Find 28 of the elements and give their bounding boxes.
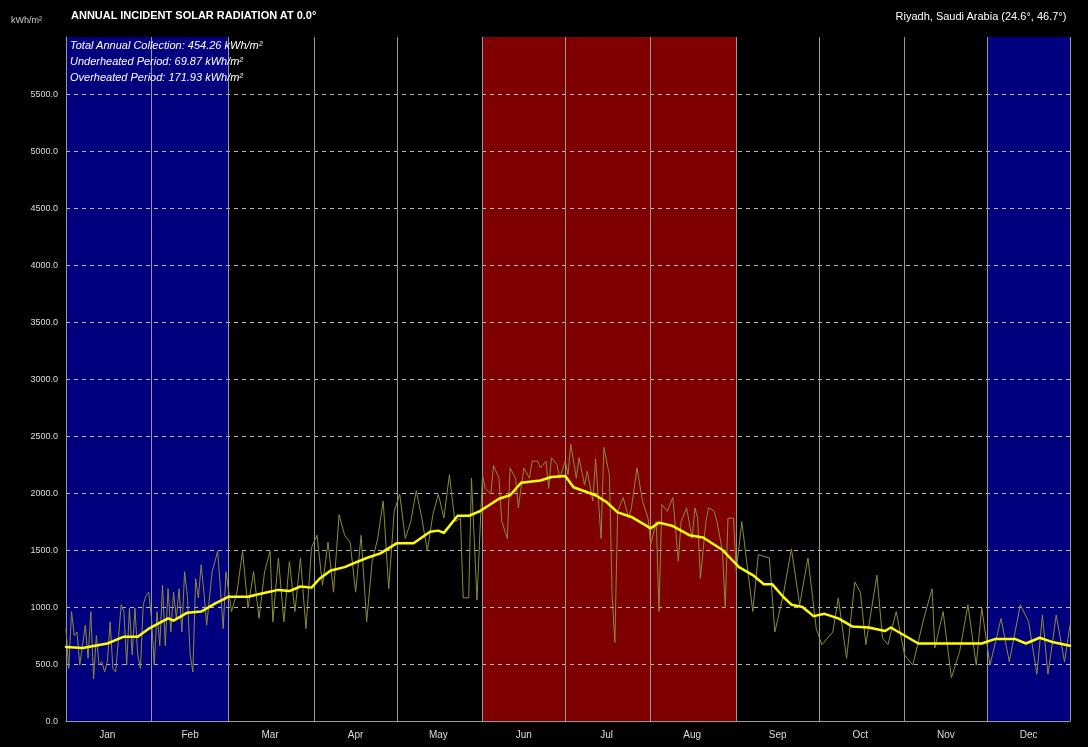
y-tick-label: 4500.0 [30,203,58,213]
chart-subtitle: Riyadh, Saudi Arabia (24.6°, 46.7°) [895,9,1067,22]
x-tick-label: Aug [683,728,702,740]
x-tick-label: Dec [1019,728,1038,740]
y-tick-label: 0.0 [45,716,58,726]
x-tick-label: Feb [181,728,200,740]
x-tick-label: May [428,728,448,740]
chart-title: ANNUAL INCIDENT SOLAR RADIATION AT 0.0° [71,8,317,21]
y-tick-label: 2000.0 [30,488,58,498]
y-tick-label: 5000.0 [30,146,58,156]
x-tick-label: Jul [600,728,614,740]
x-tick-label: Jan [99,728,116,740]
x-tick-label: Apr [347,728,365,740]
x-tick-label: Sep [768,728,787,740]
x-tick-label: Nov [936,728,955,740]
y-tick-label: 1500.0 [30,545,58,555]
x-tick-label: Mar [261,728,280,740]
y-axis-title: kWh/m² [11,14,42,25]
x-tick-label: Jun [515,728,532,740]
line-series [65,443,1071,680]
y-tick-label: 1000.0 [30,602,58,612]
y-tick-label: 3500.0 [30,317,58,327]
y-tick-label: 500.0 [35,659,58,669]
y-tick-label: 2500.0 [30,431,58,441]
y-tick-label: 3000.0 [30,374,58,384]
y-tick-label: 4000.0 [30,260,58,270]
y-tick-label: 5500.0 [30,89,58,99]
x-tick-label: Oct [852,728,869,740]
